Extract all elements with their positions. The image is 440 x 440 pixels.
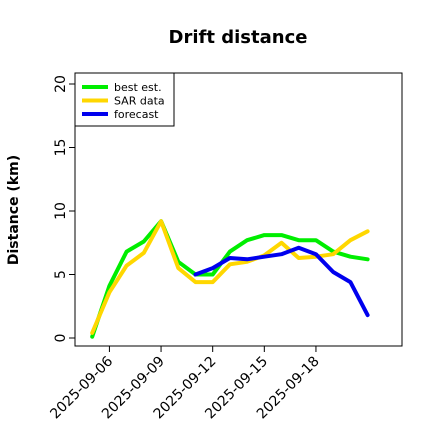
y-tick-label: 20: [53, 75, 69, 93]
y-axis: 0 5 10 15 20: [53, 75, 75, 342]
legend-entry: SAR data: [114, 95, 165, 108]
y-axis-label: Distance (km): [6, 155, 22, 265]
series-line-forecast: [193, 245, 370, 318]
y-tick-label: 10: [53, 202, 69, 220]
chart-title: Drift distance: [169, 27, 308, 48]
series-lines: [90, 219, 370, 339]
series-line-best-est: [90, 219, 370, 339]
series-line-sar-data: [90, 219, 370, 335]
plot-area: [74, 72, 403, 347]
y-tick-label: 0: [53, 334, 69, 343]
y-tick-label: 5: [53, 270, 69, 279]
y-tick-label: 15: [53, 139, 69, 157]
x-axis: 2025-09-062025-09-092025-09-122025-09-15…: [47, 346, 323, 422]
legend-entry: best est.: [114, 81, 162, 94]
legend-entry: forecast: [114, 108, 159, 121]
